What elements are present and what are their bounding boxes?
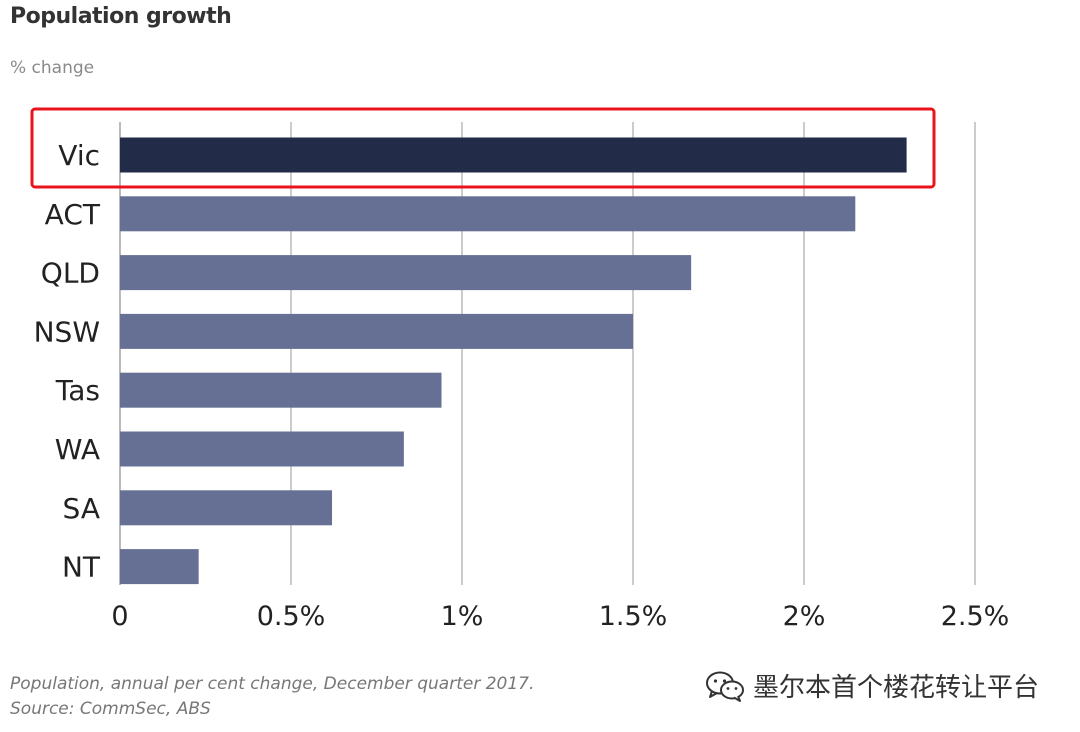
x-tick-label: 2% [783, 601, 826, 632]
category-label: ACT [45, 198, 101, 231]
watermark-text: 墨尔本首个楼花转让平台 [753, 673, 1040, 703]
bar [120, 372, 442, 408]
category-label: NT [62, 551, 101, 584]
category-label: Vic [58, 139, 100, 172]
bar-chart: Vic ACT QLD NSW Tas WA SA NT 0 0.5% 1% 1.5% 2% 2.5% [30, 107, 1010, 632]
category-label: QLD [41, 257, 100, 290]
category-label: WA [55, 433, 100, 466]
wechat-icon [706, 671, 744, 702]
highlight-box [30, 107, 936, 189]
category-label: Tas [55, 374, 100, 407]
bar [120, 490, 333, 526]
bar [120, 549, 199, 585]
x-tick-label: 1.5% [599, 601, 668, 632]
bar [120, 313, 633, 349]
x-tick-label: 0 [111, 601, 128, 632]
chart-note: Population, annual per cent change, Dece… [10, 674, 535, 694]
bar [120, 137, 907, 173]
chart-source: Source: CommSec, ABS [10, 699, 211, 719]
bar [120, 196, 856, 232]
watermark: 墨尔本首个楼花转让平台 [705, 667, 1039, 704]
chart-subtitle: % change [10, 58, 95, 78]
category-label: NSW [34, 315, 100, 348]
category-label: SA [63, 492, 100, 525]
x-tick-label: 0.5% [257, 601, 326, 632]
chart-title: Population growth [10, 4, 232, 29]
bar [120, 431, 404, 467]
x-tick-label: 2.5% [941, 601, 1010, 632]
bar [120, 255, 692, 291]
x-tick-label: 1% [441, 601, 484, 632]
